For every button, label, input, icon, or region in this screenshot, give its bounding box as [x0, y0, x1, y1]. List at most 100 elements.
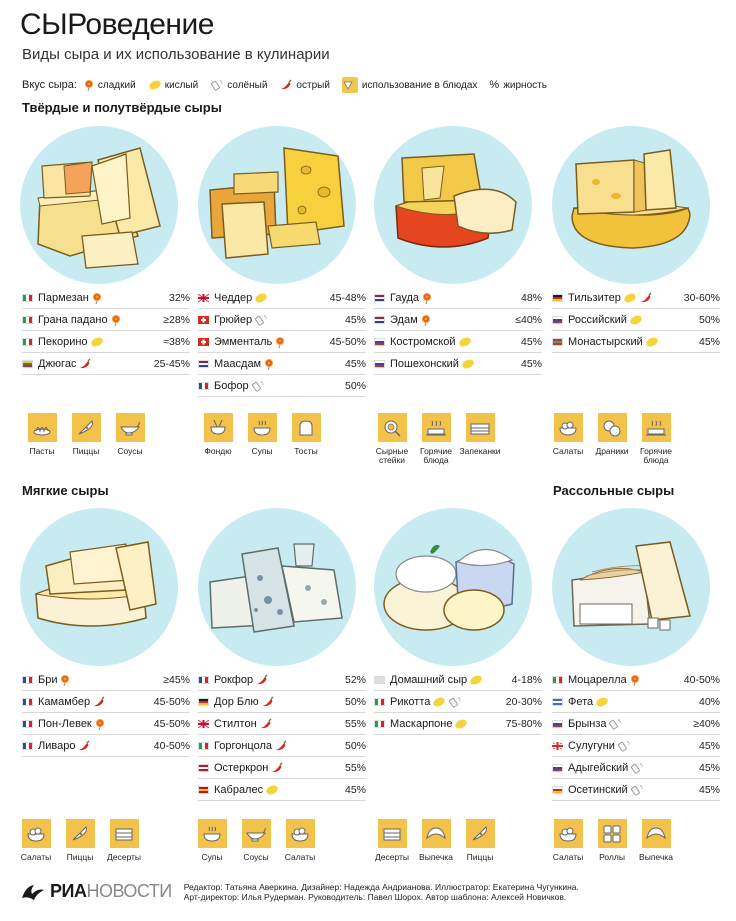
cheese-name: Пармезан	[38, 291, 89, 304]
cheese-name: Осетинский	[568, 783, 628, 796]
cheese-row: Фета 40%	[552, 691, 720, 713]
cheese-name: Грюйер	[214, 313, 253, 326]
chili-pepper-icon	[77, 740, 91, 752]
rolls-icon	[597, 819, 627, 848]
cheese-name: Российский	[568, 313, 627, 326]
cheese-fat: ≈38%	[163, 335, 190, 348]
salad-icon	[553, 819, 583, 848]
lemon-icon	[254, 292, 268, 304]
dessert-icon	[109, 819, 139, 848]
cheese-name: Моцарелла	[568, 673, 627, 686]
fondue-icon	[203, 413, 233, 442]
cheese-name: Маасдам	[214, 357, 262, 370]
flag-icon	[552, 741, 563, 750]
usage-label: Салаты	[552, 446, 584, 456]
lollipop-icon	[94, 718, 106, 730]
cheese-fat: ≤40%	[515, 313, 542, 326]
legend-spicy: острый	[279, 79, 330, 91]
cheese-row: Остеркрон 55%	[198, 757, 366, 779]
cheese-steak-icon	[377, 413, 407, 442]
usage-label: Салаты	[20, 852, 52, 862]
usage-row-hard-3: Сырные стейки Горячие блюда Запеканки	[370, 413, 502, 465]
cheese-fat: 45%	[698, 761, 720, 774]
usage-label: Салаты	[284, 852, 316, 862]
cheese-name: Костромской	[390, 335, 456, 348]
cheese-fat: 45-50%	[153, 695, 190, 708]
cheese-fat: 55%	[344, 761, 366, 774]
toast-icon	[291, 413, 321, 442]
illustration-brine-1	[552, 508, 710, 666]
cheese-row: Камамбер 45-50%	[22, 691, 190, 713]
section-brine: Рассольные сыры	[553, 483, 675, 498]
cheese-fat: 48%	[520, 291, 542, 304]
chili-pepper-icon	[259, 718, 273, 730]
usage-label: Тосты	[294, 446, 318, 456]
cheese-list-soft-1: Бри ≥45% Камамбер 45-50% Пон-Левек 45-50% Лива…	[22, 669, 190, 757]
lemon-icon	[645, 336, 659, 348]
usage-item: Пасты	[20, 413, 64, 456]
flag-icon	[22, 315, 33, 324]
cheese-name: Ливаро	[38, 739, 76, 752]
usage-item: Салаты	[546, 819, 590, 862]
hot-dish-icon	[421, 413, 451, 442]
usage-label: Горячие блюда	[640, 446, 672, 465]
cheese-row: Пошехонский 45%	[374, 353, 542, 375]
credits: Редактор: Татьяна Аверкина. Дизайнер: На…	[184, 882, 579, 902]
potato-pancakes-icon	[597, 413, 627, 442]
cheese-name: Чеддер	[214, 291, 253, 304]
flag-icon	[22, 293, 33, 302]
usage-label: Салаты	[552, 852, 584, 862]
cheese-fat: 45%	[520, 335, 542, 348]
usage-item: Соусы	[108, 413, 152, 456]
lollipop-icon	[110, 314, 122, 326]
usage-item: Выпечка	[634, 819, 678, 862]
usage-item: Салаты	[546, 413, 590, 465]
cheese-row: Российский 50%	[552, 309, 720, 331]
usage-label: Драники	[595, 446, 629, 456]
cheese-row: Тильзитер 30-60%	[552, 287, 720, 309]
flag-icon	[198, 675, 209, 684]
usage-item: Выпечка	[414, 819, 458, 862]
credits-line-2: Арт-директор: Илья Рудерман. Руководител…	[183, 891, 567, 902]
cheese-row: Маасдам 45%	[198, 353, 366, 375]
legend-sour-text: кислый	[164, 79, 199, 91]
percent-icon: %	[489, 79, 500, 91]
illustration-soft-1	[20, 508, 178, 666]
cheese-name: Пекорино	[38, 335, 88, 348]
cheese-row: Рикотта 20-30%	[374, 691, 542, 713]
usage-item: Сырные стейки	[370, 413, 414, 465]
salt-shaker-icon	[617, 739, 631, 753]
flag-icon	[22, 697, 33, 706]
cheese-fat: 20-30%	[505, 695, 542, 708]
cheese-list-soft-2: Рокфор 52% Дор Блю 50% Стилтон 55% Горгонцола 5…	[198, 669, 366, 801]
footer: РИАНОВОСТИ Редактор: Татьяна Аверкина. Д…	[20, 881, 579, 902]
credits-line-1: Редактор: Татьяна Аверкина. Дизайнер: На…	[183, 881, 579, 892]
usage-label: Выпечка	[419, 852, 453, 862]
cheese-name: Джюгас	[38, 357, 77, 370]
cheese-fat: ≥28%	[163, 313, 190, 326]
chili-pepper-icon	[261, 696, 275, 708]
usage-item: Тосты	[284, 413, 328, 456]
lollipop-icon	[84, 80, 93, 91]
cheese-row: Чеддер 45-48%	[198, 287, 366, 309]
flag-icon	[552, 719, 563, 728]
legend-usage-text: использование в блюдах	[361, 79, 478, 91]
usage-label: Роллы	[599, 852, 625, 862]
cheese-name: Пон-Левек	[38, 717, 92, 730]
flag-icon	[552, 697, 563, 706]
cheese-list-brine-1: Моцарелла 40-50% Фета 40% Брынза ≥40% Сулугуни…	[552, 669, 720, 801]
usage-item: Запеканки	[458, 413, 502, 465]
ria-logo-main: РИА	[50, 881, 87, 901]
chili-pepper-icon	[255, 674, 269, 686]
lollipop-icon	[421, 292, 433, 304]
taste-legend: Вкус сыра: сладкий кислый солёный острый…	[22, 77, 559, 93]
page-subtitle: Виды сыра и их использование в кулинарии	[22, 46, 330, 63]
salt-shaker-icon	[630, 761, 644, 775]
flag-icon	[22, 675, 33, 684]
lollipop-icon	[59, 674, 71, 686]
cheese-name: Сулугуни	[568, 739, 615, 752]
cheese-fat: 40%	[698, 695, 720, 708]
cheese-fat: 55%	[344, 717, 366, 730]
cheese-list-hard-1: Пармезан 32% Грана падано ≥28% Пекорино ≈38% Д…	[22, 287, 190, 375]
usage-label: Супы	[251, 446, 273, 456]
